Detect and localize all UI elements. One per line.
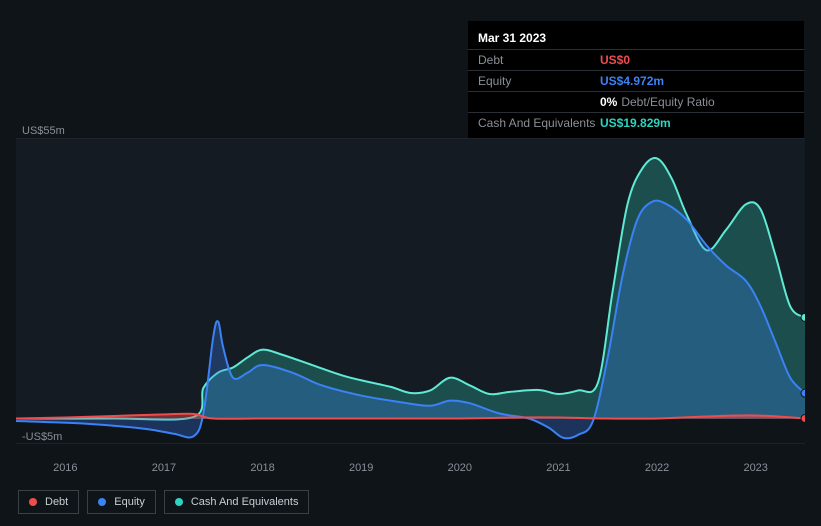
x-axis-label: 2018	[250, 462, 274, 474]
x-axis-label: 2019	[349, 462, 373, 474]
x-axis-label: 2022	[645, 462, 669, 474]
tooltip-value: US$0	[600, 53, 630, 67]
chart-canvas	[16, 138, 805, 444]
tooltip-label: Equity	[478, 74, 600, 88]
tooltip-value: US$4.972m	[600, 74, 664, 88]
chart-legend: Debt Equity Cash And Equivalents	[18, 490, 309, 514]
x-axis-label: 2023	[743, 462, 767, 474]
tooltip-row: DebtUS$0	[468, 49, 804, 70]
legend-swatch	[175, 498, 183, 506]
tooltip-label	[478, 95, 600, 109]
tooltip-row: EquityUS$4.972m	[468, 70, 804, 91]
legend-item-cash-and-equivalents[interactable]: Cash And Equivalents	[164, 490, 310, 514]
legend-item-debt[interactable]: Debt	[18, 490, 79, 514]
tooltip-ratio: 0%Debt/Equity Ratio	[600, 95, 715, 109]
financials-chart: US$55mUS$0-US$5m 20162017201820192020202…	[16, 120, 805, 480]
x-axis-label: 2020	[448, 462, 472, 474]
legend-label: Equity	[114, 496, 145, 508]
legend-label: Debt	[45, 496, 68, 508]
legend-label: Cash And Equivalents	[191, 496, 299, 508]
legend-swatch	[29, 498, 37, 506]
legend-swatch	[98, 498, 106, 506]
x-axis-label: 2016	[53, 462, 77, 474]
legend-item-equity[interactable]: Equity	[87, 490, 156, 514]
x-axis-label: 2017	[152, 462, 176, 474]
y-axis-label: US$55m	[22, 125, 65, 137]
tooltip-row: 0%Debt/Equity Ratio	[468, 91, 804, 112]
tooltip-label: Debt	[478, 53, 600, 67]
tooltip-date: Mar 31 2023	[468, 27, 804, 49]
x-axis-label: 2021	[546, 462, 570, 474]
